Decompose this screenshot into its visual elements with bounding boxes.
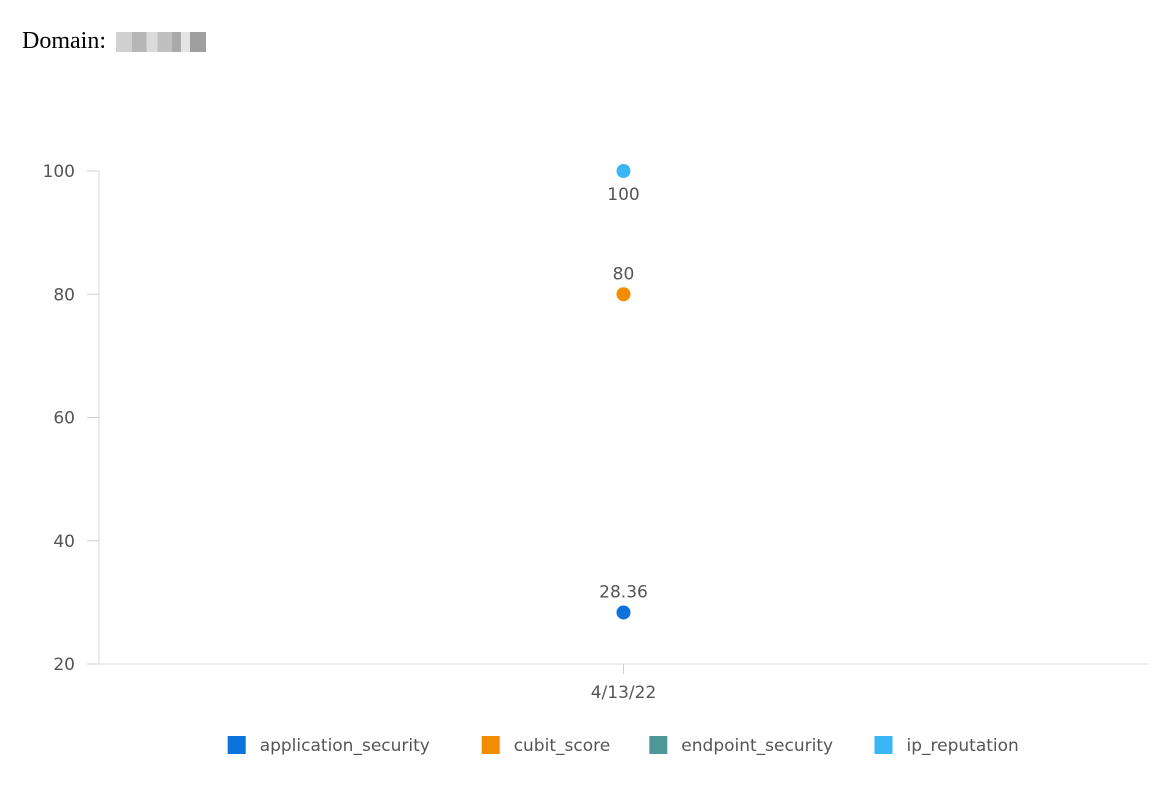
y-tick-label: 20 [53, 655, 75, 675]
y-tick-label: 60 [53, 409, 75, 429]
legend-label: ip_reputation [907, 736, 1019, 756]
redacted-domain-value [116, 31, 206, 52]
legend-label: cubit_score [514, 736, 610, 756]
chart-marks: 28.36 80 100 [599, 164, 648, 620]
y-tick-label: 40 [53, 532, 75, 552]
legend-label: application_security [260, 736, 430, 756]
data-point-cubit_score[interactable] [616, 287, 631, 302]
legend-item-application_security[interactable]: application_security [227, 736, 430, 756]
legend-item-endpoint_security[interactable]: endpoint_security [649, 736, 833, 756]
legend-swatch [649, 736, 668, 754]
legend-swatch [481, 736, 500, 754]
data-label-ip_reputation: 100 [607, 185, 639, 205]
legend-item-ip_reputation[interactable]: ip_reputation [874, 736, 1019, 756]
page-heading: Domain: [22, 28, 206, 55]
legend-label: endpoint_security [681, 736, 833, 756]
legend-item-cubit_score[interactable]: cubit_score [481, 736, 610, 756]
y-tick-label: 100 [43, 162, 75, 182]
data-label-application_security: 28.36 [599, 582, 648, 602]
chart-legend[interactable]: application_security cubit_score endpoint_… [227, 736, 1019, 756]
y-tick-label: 80 [53, 285, 75, 305]
data-point-application_security[interactable] [616, 605, 631, 620]
data-label-cubit_score: 80 [613, 264, 635, 284]
x-tick-label: 4/13/22 [591, 683, 657, 703]
legend-swatch [874, 736, 893, 754]
chart-axes: 20 40 60 80 100 4/13/22 [43, 162, 1148, 703]
legend-swatch [227, 736, 246, 754]
heading-label: Domain: [22, 28, 106, 54]
data-point-ip_reputation[interactable] [616, 164, 631, 178]
